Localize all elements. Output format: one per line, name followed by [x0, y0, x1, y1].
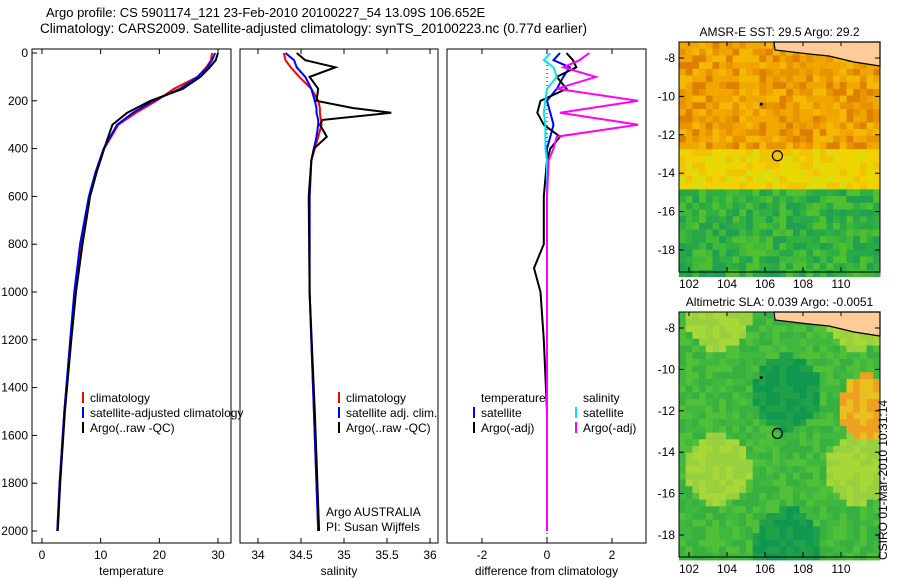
- salinity-legend-label: Argo(..raw -QC): [346, 421, 431, 435]
- y-tick-label: 800: [8, 237, 28, 251]
- diff-temperature-legend-swatch: [473, 422, 475, 433]
- y-tick-label: 600: [8, 189, 28, 203]
- lon-tick-label: 104: [717, 562, 737, 576]
- lon-tick-label: 110: [831, 562, 850, 576]
- lat-tick-label: -18: [658, 528, 676, 542]
- temperature-legend-swatch: [82, 407, 84, 418]
- lon-tick-label: 110: [831, 277, 850, 291]
- y-tick-label: 400: [8, 142, 28, 156]
- x-tick-label: 34.5: [289, 548, 313, 562]
- lon-tick-label: 106: [755, 277, 775, 291]
- map-frame: [678, 41, 881, 273]
- y-tick-label: 0: [21, 46, 28, 60]
- diff-temperature-legend-swatch: [473, 407, 475, 418]
- lon-tick-label: 108: [793, 277, 813, 291]
- island-marker: [759, 102, 763, 106]
- y-tick-label: 1400: [1, 381, 28, 395]
- lat-tick-label: -8: [664, 321, 675, 335]
- title-line-2: Climatology: CARS2009. Satellite-adjuste…: [40, 21, 588, 36]
- lat-tick-label: -16: [658, 205, 676, 219]
- x-tick-label: 35.5: [375, 548, 399, 562]
- map-2: [679, 312, 881, 561]
- y-tick-label: 200: [8, 94, 28, 108]
- lon-tick-label: 108: [793, 562, 813, 576]
- diff-salinity-legend-label: satellite: [583, 406, 624, 420]
- salinity-legend-label: climatology: [346, 391, 406, 405]
- diff-salinity-legend-swatch: [575, 422, 577, 433]
- title-line-1: Argo profile: CS 5901174_121 23-Feb-2010…: [46, 5, 486, 20]
- salinity-legend-swatch: [338, 392, 340, 403]
- lon-tick-label: 104: [717, 277, 737, 291]
- temperature-legend-swatch: [82, 422, 84, 433]
- lat-tick-label: -8: [664, 51, 675, 65]
- lat-tick-label: -18: [658, 243, 676, 257]
- x-tick-label: -2: [477, 548, 488, 562]
- series-line-argo-raw-qc-: [296, 52, 392, 532]
- side-timestamp: CSIRO 01-Mar-2010 10:31:14: [876, 399, 890, 560]
- x-tick-label: 2: [609, 548, 616, 562]
- temperature-legend-label: satellite-adjusted climatology: [90, 406, 243, 420]
- x-axis-label: temperature: [99, 564, 164, 578]
- diff-temperature-legend-label: Argo(-adj): [481, 421, 534, 435]
- lon-tick-label: 102: [679, 277, 699, 291]
- x-axis-label: salinity: [321, 564, 358, 578]
- float-owner-text: Argo AUSTRALIA: [326, 505, 421, 519]
- map-title: Altimetric SLA: 0.039 Argo: -0.0051: [686, 295, 874, 309]
- diff-salinity-legend-swatch: [575, 407, 577, 418]
- panel-frame-2: [239, 48, 439, 544]
- map-title: AMSR-E SST: 29.5 Argo: 29.2: [699, 25, 859, 39]
- x-tick-label: 36: [423, 548, 437, 562]
- y-tick-label: 1000: [1, 285, 28, 299]
- salinity-legend-swatch: [338, 407, 340, 418]
- x-tick-label: 30: [211, 548, 225, 562]
- y-tick-label: 1600: [1, 428, 28, 442]
- island-marker: [759, 376, 763, 380]
- y-tick-label: 1200: [1, 333, 28, 347]
- lat-tick-label: -12: [658, 128, 676, 142]
- y-tick-label: 2000: [1, 524, 28, 538]
- legend-header-salinity: salinity: [583, 391, 620, 405]
- series-line-salinity-argo-adj-: [546, 52, 639, 531]
- legend-header-temperature: temperature: [481, 391, 546, 405]
- lat-tick-label: -10: [658, 89, 676, 103]
- salinity-legend-label: satellite adj. clim.: [346, 406, 437, 420]
- lat-tick-label: -10: [658, 362, 676, 376]
- x-tick-label: 0: [39, 548, 46, 562]
- x-tick-label: 20: [153, 548, 167, 562]
- temperature-legend-label: Argo(..raw -QC): [90, 421, 175, 435]
- map-1: [679, 42, 881, 277]
- temperature-legend-label: climatology: [90, 391, 150, 405]
- x-tick-label: 35: [337, 548, 351, 562]
- pi-name-text: PI: Susan Wijffels: [326, 520, 420, 534]
- temperature-legend-swatch: [82, 392, 84, 403]
- y-tick-label: 1800: [1, 476, 28, 490]
- lon-tick-label: 106: [755, 562, 775, 576]
- lon-tick-label: 102: [679, 562, 699, 576]
- diff-salinity-legend-label: Argo(-adj): [583, 421, 636, 435]
- lat-tick-label: -14: [658, 445, 676, 459]
- map-frame: [678, 311, 881, 558]
- argo-location-marker: [771, 427, 783, 439]
- x-axis-label: difference from climatology: [475, 564, 618, 578]
- lat-tick-label: -14: [658, 166, 676, 180]
- x-tick-label: 34: [251, 548, 265, 562]
- series-line-argo-raw-qc-: [56, 52, 219, 532]
- panel-frame-1: [31, 48, 232, 544]
- argo-location-marker: [771, 150, 783, 162]
- salinity-legend-swatch: [338, 422, 340, 433]
- lat-tick-label: -12: [658, 404, 676, 418]
- x-tick-label: 0: [544, 548, 551, 562]
- lat-tick-label: -16: [658, 487, 676, 501]
- x-tick-label: 10: [94, 548, 108, 562]
- diff-temperature-legend-label: satellite: [481, 406, 522, 420]
